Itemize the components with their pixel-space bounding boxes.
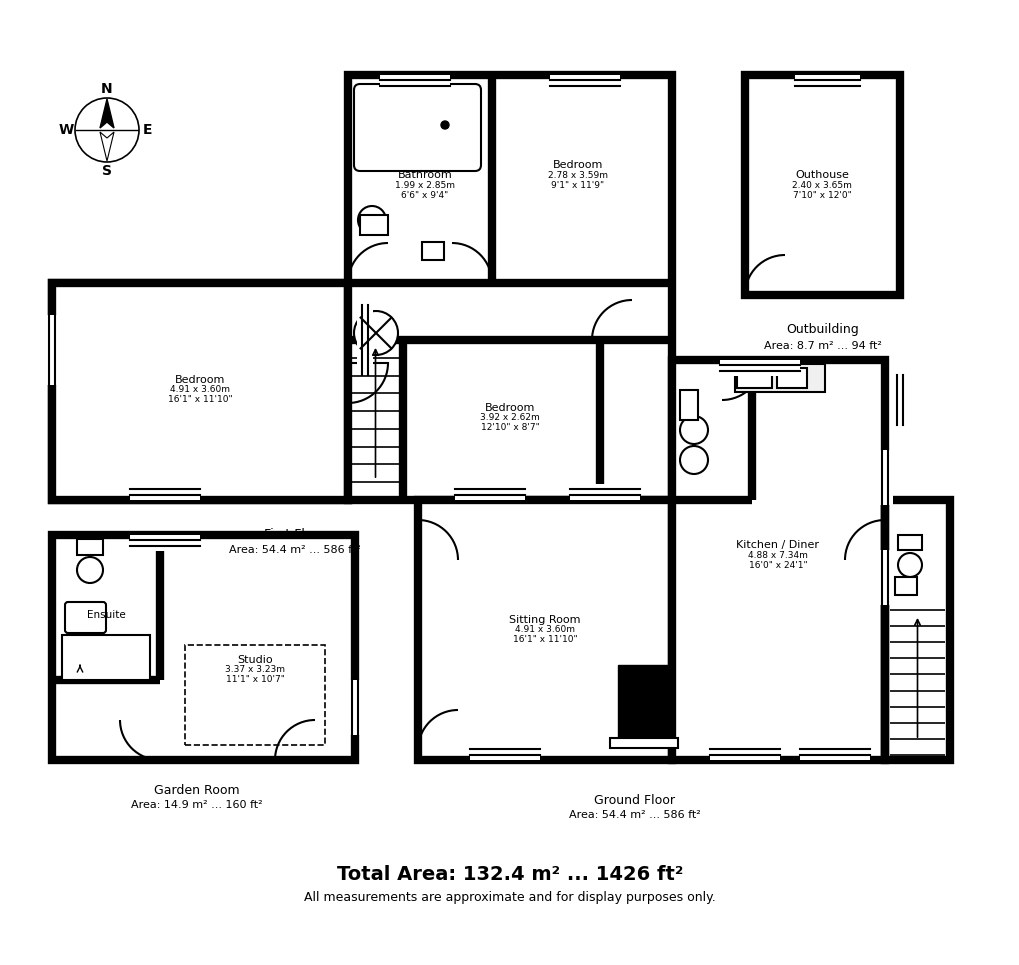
Bar xyxy=(380,75,449,91)
Bar xyxy=(52,283,347,500)
Text: 4.88 x 7.34m: 4.88 x 7.34m xyxy=(747,550,807,560)
Text: Bathroom: Bathroom xyxy=(397,170,452,180)
Bar xyxy=(876,550,892,605)
Text: Outbuilding: Outbuilding xyxy=(786,323,859,337)
Circle shape xyxy=(680,446,707,474)
Text: Studio: Studio xyxy=(237,655,272,665)
Bar xyxy=(357,305,373,375)
Bar xyxy=(52,283,347,500)
Text: N: N xyxy=(101,82,113,96)
Bar xyxy=(897,535,921,550)
Bar xyxy=(735,364,824,392)
Text: Bedroom: Bedroom xyxy=(552,160,602,170)
Text: 16'1" x 11'10": 16'1" x 11'10" xyxy=(167,396,232,404)
Text: 2.78 x 3.59m: 2.78 x 3.59m xyxy=(547,171,607,179)
Bar xyxy=(618,665,669,740)
Text: Garden Room: Garden Room xyxy=(154,784,239,796)
Bar xyxy=(422,242,443,260)
Text: 3.37 x 3.23m: 3.37 x 3.23m xyxy=(225,666,284,675)
Text: Sitting Room: Sitting Room xyxy=(508,615,580,625)
Text: 16'0" x 24'1": 16'0" x 24'1" xyxy=(748,561,806,569)
Bar xyxy=(418,500,672,760)
Text: All measurements are approximate and for display purposes only.: All measurements are approximate and for… xyxy=(304,892,715,904)
Bar xyxy=(454,484,525,500)
Text: Bedroom: Bedroom xyxy=(174,375,225,385)
Bar xyxy=(876,450,892,505)
Text: Total Area: 132.4 m² ... 1426 ft²: Total Area: 132.4 m² ... 1426 ft² xyxy=(336,866,683,885)
Bar xyxy=(129,484,200,500)
Text: 7'10" x 12'0": 7'10" x 12'0" xyxy=(792,190,851,200)
Bar xyxy=(570,484,639,500)
Polygon shape xyxy=(100,99,114,128)
Text: Area: 14.9 m² ... 160 ft²: Area: 14.9 m² ... 160 ft² xyxy=(131,800,263,810)
Bar xyxy=(680,390,697,420)
Bar xyxy=(52,535,355,760)
Text: Area: 8.7 m² ... 94 ft²: Area: 8.7 m² ... 94 ft² xyxy=(763,341,881,351)
Bar xyxy=(609,738,678,748)
Polygon shape xyxy=(100,132,114,161)
Text: E: E xyxy=(143,123,153,137)
Text: Outhouse: Outhouse xyxy=(794,170,848,180)
Bar xyxy=(776,368,806,388)
Bar xyxy=(884,500,949,760)
Circle shape xyxy=(358,206,385,234)
Text: 16'1" x 11'10": 16'1" x 11'10" xyxy=(513,636,577,645)
Text: Ground Floor: Ground Floor xyxy=(594,793,675,807)
Text: Area: 54.4 m² ... 586 ft²: Area: 54.4 m² ... 586 ft² xyxy=(569,810,700,820)
Text: 3.92 x 2.62m: 3.92 x 2.62m xyxy=(480,413,539,423)
FancyBboxPatch shape xyxy=(65,602,106,633)
Text: Kitchen / Diner: Kitchen / Diner xyxy=(736,540,818,550)
Circle shape xyxy=(354,311,397,355)
Circle shape xyxy=(897,553,921,577)
Text: 2.40 x 3.65m: 2.40 x 3.65m xyxy=(792,180,851,189)
Circle shape xyxy=(680,416,707,444)
Text: 6'6" x 9'4": 6'6" x 9'4" xyxy=(401,190,448,200)
Bar xyxy=(719,360,799,376)
Text: 4.91 x 3.60m: 4.91 x 3.60m xyxy=(170,385,229,395)
Bar xyxy=(129,535,200,551)
Text: 12'10" x 8'7": 12'10" x 8'7" xyxy=(480,424,539,432)
Text: 4.91 x 3.60m: 4.91 x 3.60m xyxy=(515,625,575,635)
Bar xyxy=(672,360,884,760)
Text: 1.99 x 2.85m: 1.99 x 2.85m xyxy=(394,180,454,189)
Bar xyxy=(76,539,103,555)
Bar xyxy=(744,75,899,295)
Bar xyxy=(549,75,620,91)
Bar xyxy=(347,75,672,500)
Bar xyxy=(184,645,325,745)
Bar xyxy=(709,744,780,760)
Text: Area: 54.4 m² ... 586 ft²: Area: 54.4 m² ... 586 ft² xyxy=(229,545,361,555)
Circle shape xyxy=(75,98,139,162)
Text: 11'1" x 10'7": 11'1" x 10'7" xyxy=(225,676,284,684)
Bar xyxy=(360,215,387,235)
Bar xyxy=(794,75,859,91)
Text: Bedroom: Bedroom xyxy=(484,403,535,413)
Bar xyxy=(62,635,150,680)
Text: 9'1" x 11'9": 9'1" x 11'9" xyxy=(551,180,604,189)
Bar xyxy=(799,744,869,760)
Circle shape xyxy=(440,121,448,129)
Bar xyxy=(892,375,907,425)
Bar xyxy=(470,744,539,760)
Circle shape xyxy=(76,557,103,583)
Bar xyxy=(894,577,916,595)
Text: W: W xyxy=(58,123,73,137)
FancyBboxPatch shape xyxy=(354,84,481,171)
Text: S: S xyxy=(102,164,112,178)
Bar xyxy=(44,315,60,385)
Text: Ensuite: Ensuite xyxy=(87,610,125,620)
Bar xyxy=(346,680,363,735)
Text: First Floor: First Floor xyxy=(264,529,325,541)
Bar xyxy=(737,368,771,388)
